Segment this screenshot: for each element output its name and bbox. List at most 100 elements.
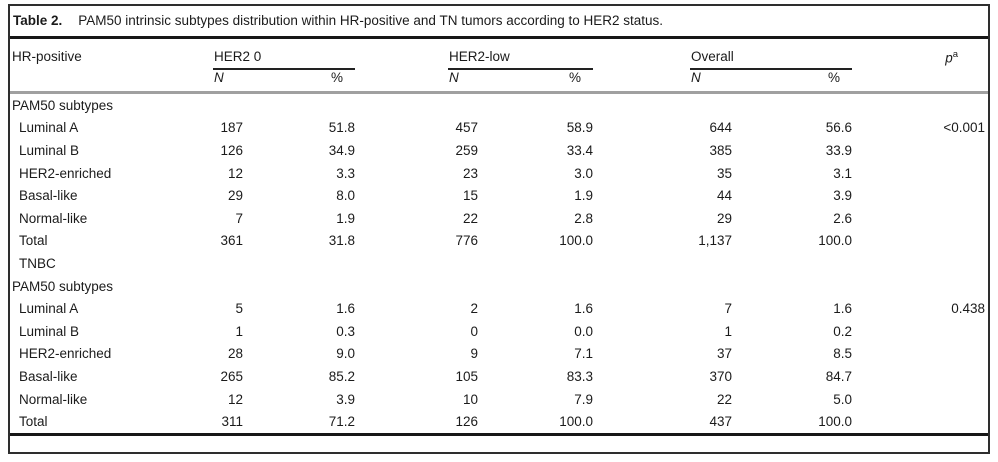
value-cell: 7.9 xyxy=(574,391,594,407)
row-label: Basal-like xyxy=(19,368,78,384)
p-value-cell xyxy=(852,388,988,411)
p-value-cell xyxy=(852,365,988,388)
column-header-pct-overall: % xyxy=(732,69,853,94)
p-superscript-a: a xyxy=(952,49,959,60)
pam50-subtypes-table: HR-positive HER2 0 HER2-low Overall pa N… xyxy=(10,39,988,436)
spacer-cell xyxy=(593,365,690,388)
data-row: HER2-enriched 12 3.3 23 3.0 35 3.1 xyxy=(10,162,988,185)
value-cell: 31.8 xyxy=(328,233,355,249)
value-cell xyxy=(243,93,355,117)
p-value-cell xyxy=(852,230,988,253)
column-header-n-her2-0: N xyxy=(213,69,243,94)
row-label: Luminal A xyxy=(19,120,79,136)
value-cell: 437 xyxy=(690,410,733,436)
p-value-cell xyxy=(852,207,988,230)
column-group-her2-0: HER2 0 xyxy=(213,39,355,70)
p-symbol: p xyxy=(945,50,953,66)
data-row: Luminal B 1 0.3 0 0.0 1 0.2 xyxy=(10,320,988,343)
column-group-overall: Overall xyxy=(690,39,853,70)
p-value-cell xyxy=(852,162,988,185)
column-header-pct-her2-low: % xyxy=(478,69,594,94)
value-cell: 126 xyxy=(448,410,478,436)
value-cell: 385 xyxy=(709,142,733,158)
header-spacer xyxy=(593,69,691,94)
data-row: Normal-like 7 1.9 22 2.8 29 2.6 xyxy=(10,207,988,230)
value-cell: 29 xyxy=(716,210,733,226)
value-cell xyxy=(448,93,478,117)
value-cell: 51.8 xyxy=(328,120,355,136)
value-cell: 0 xyxy=(470,323,478,339)
value-cell: 34.9 xyxy=(328,142,355,158)
row-label: Luminal B xyxy=(19,142,80,158)
value-cell xyxy=(478,93,593,117)
value-cell: 23 xyxy=(462,165,478,181)
p-value-cell: <0.001 xyxy=(943,120,986,136)
value-cell: 3.3 xyxy=(336,165,355,181)
header-group-row: HR-positive HER2 0 HER2-low Overall pa xyxy=(10,39,988,94)
value-cell: 83.3 xyxy=(566,368,594,384)
row-label: TNBC xyxy=(19,255,56,271)
data-row: Luminal B 126 34.9 259 33.4 385 33.9 xyxy=(10,139,988,162)
value-cell xyxy=(448,275,478,298)
value-cell: 1.6 xyxy=(833,301,853,317)
data-row: Total 311 71.2 126 100.0 437 100.0 xyxy=(10,410,988,436)
value-cell xyxy=(448,252,478,275)
value-cell: 33.9 xyxy=(825,142,853,158)
p-value-cell: 0.438 xyxy=(951,301,986,317)
spacer-cell xyxy=(593,230,690,253)
spacer-cell xyxy=(593,388,690,411)
header-spacer xyxy=(593,39,690,69)
row-label: Normal-like xyxy=(19,391,88,407)
spacer-cell xyxy=(593,343,690,366)
column-header-p-value: pa xyxy=(852,39,988,94)
value-cell: 1 xyxy=(235,323,243,339)
value-cell: 35 xyxy=(716,165,733,181)
data-row: Luminal A 5 1.6 2 1.6 7 1.6 0.438 xyxy=(10,297,988,320)
value-cell: 1,137 xyxy=(698,233,733,249)
value-cell xyxy=(732,93,852,117)
value-cell: 56.6 xyxy=(825,120,853,136)
p-value-cell xyxy=(852,410,988,436)
row-label: Luminal B xyxy=(19,323,80,339)
spacer-cell xyxy=(355,184,448,207)
p-value-cell xyxy=(852,93,988,117)
p-value-cell xyxy=(852,343,988,366)
value-cell xyxy=(213,275,243,298)
value-cell: 12 xyxy=(227,391,243,407)
value-cell: 8.5 xyxy=(833,346,853,362)
spacer-cell xyxy=(355,139,448,162)
value-cell: 5.0 xyxy=(833,391,853,407)
value-cell: 29 xyxy=(227,188,243,204)
row-label: HER2-enriched xyxy=(19,346,112,362)
value-cell xyxy=(213,93,243,117)
value-cell: 22 xyxy=(462,210,478,226)
spacer-cell xyxy=(593,275,690,298)
value-cell: 776 xyxy=(455,233,478,249)
value-cell xyxy=(213,252,243,275)
data-row: Luminal A 187 51.8 457 58.9 644 56.6 <0.001 xyxy=(10,117,988,140)
value-cell: 265 xyxy=(220,368,243,384)
value-cell: 3.0 xyxy=(574,165,594,181)
spacer-cell xyxy=(355,252,448,275)
spacer-cell xyxy=(355,410,448,436)
spacer-cell xyxy=(355,275,448,298)
section-row: PAM50 subtypes xyxy=(10,275,988,298)
value-cell: 100.0 xyxy=(732,410,853,436)
header-spacer xyxy=(355,69,448,94)
value-cell: 187 xyxy=(220,120,243,136)
table-caption-text: PAM50 intrinsic subtypes distribution wi… xyxy=(78,13,664,28)
value-cell: 1.9 xyxy=(574,188,594,204)
value-cell xyxy=(732,275,852,298)
value-cell: 105 xyxy=(455,368,478,384)
row-label: HER2-enriched xyxy=(19,165,112,181)
value-cell: 3.9 xyxy=(336,391,355,407)
spacer-cell xyxy=(593,410,691,436)
value-cell xyxy=(732,252,852,275)
spacer-cell xyxy=(355,207,448,230)
value-cell: 7 xyxy=(724,301,733,317)
spacer-cell xyxy=(593,252,690,275)
spacer-cell xyxy=(355,320,448,343)
row-label: Basal-like xyxy=(19,188,78,204)
value-cell: 12 xyxy=(227,165,243,181)
data-row: Total 361 31.8 776 100.0 1,137 100.0 xyxy=(10,230,988,253)
